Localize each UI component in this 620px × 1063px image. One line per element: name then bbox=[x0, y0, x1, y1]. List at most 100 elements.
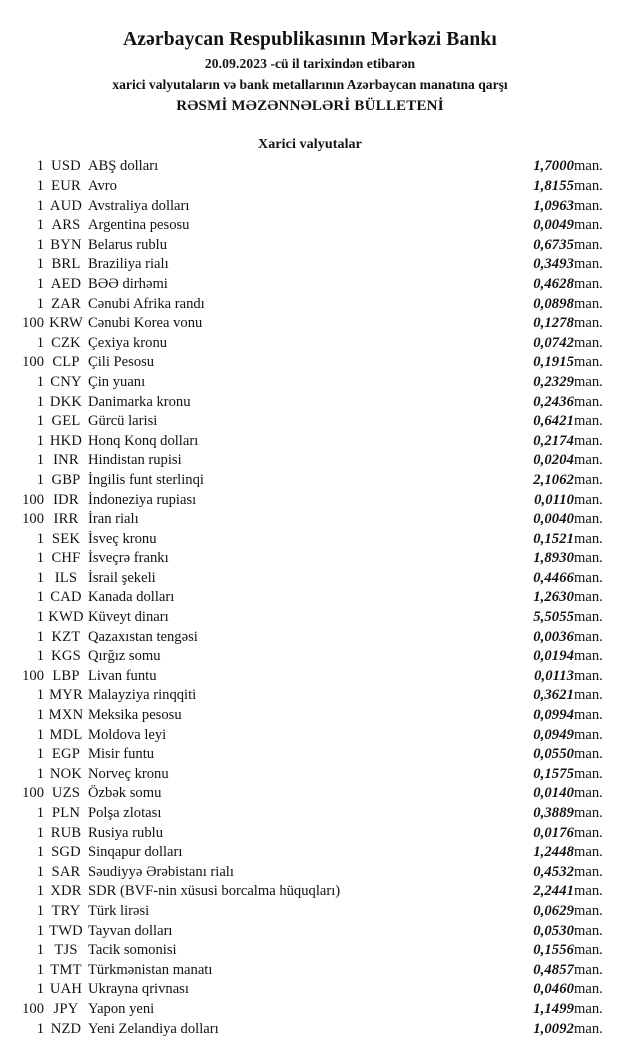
currency-code: MXN bbox=[48, 707, 84, 724]
table-row: 1 RUB Rusiya rublu 0,0176 man. bbox=[0, 824, 620, 844]
table-row: 1 PLN Polşa zlotası 0,3889 man. bbox=[0, 804, 620, 824]
currency-amount: 1 bbox=[36, 844, 44, 861]
currency-name: Səudiyyə Ərəbistanı rialı bbox=[88, 863, 234, 880]
table-row: 100 KRW Cənubi Korea vonu 0,1278 man. bbox=[0, 314, 620, 334]
currency-rate: 0,3889 bbox=[533, 805, 574, 821]
currency-amount: 1 bbox=[36, 275, 44, 292]
currency-unit: man. bbox=[574, 589, 603, 606]
currency-amount: 1 bbox=[36, 295, 44, 312]
table-row: 1 DKK Danimarka kronu 0,2436 man. bbox=[0, 393, 620, 413]
currency-code: NOK bbox=[49, 765, 83, 782]
table-row: 1 MDL Moldova leyi 0,0949 man. bbox=[0, 726, 620, 746]
currency-amount: 1 bbox=[36, 746, 44, 763]
currency-code: MYR bbox=[49, 687, 83, 704]
currency-amount: 1 bbox=[36, 197, 44, 214]
currency-unit: man. bbox=[574, 491, 603, 508]
currency-name: BƏƏ dirhəmi bbox=[88, 275, 168, 292]
currency-name: Malayziya rinqqiti bbox=[88, 687, 197, 704]
currency-rate: 0,0550 bbox=[533, 746, 574, 763]
currency-amount: 1 bbox=[36, 217, 44, 234]
currency-name: Ukrayna qrivnası bbox=[88, 981, 189, 998]
currency-name: Qırğız somu bbox=[88, 648, 161, 665]
table-row: 1 ILS İsrail şekeli 0,4466 man. bbox=[0, 569, 620, 589]
currency-rate: 0,0949 bbox=[533, 726, 574, 743]
currency-name: Qazaxıstan tengəsi bbox=[88, 628, 198, 645]
currency-code: DKK bbox=[49, 393, 83, 410]
currency-amount: 1 bbox=[36, 687, 44, 704]
currency-unit: man. bbox=[574, 530, 603, 547]
currency-rate: 0,0049 bbox=[533, 217, 574, 234]
currency-rate: 0,1575 bbox=[533, 765, 574, 782]
currency-unit: man. bbox=[574, 295, 603, 312]
currency-unit: man. bbox=[574, 158, 603, 175]
table-row: 1 EGP Misir funtu 0,0550 man. bbox=[0, 745, 620, 765]
currency-code: TJS bbox=[54, 942, 78, 959]
currency-code: TWD bbox=[49, 922, 83, 939]
currency-unit: man. bbox=[574, 902, 603, 919]
currency-amount: 1 bbox=[36, 648, 44, 665]
currency-code: KGS bbox=[51, 648, 81, 665]
currency-code: EUR bbox=[51, 178, 81, 194]
currency-unit: man. bbox=[574, 883, 603, 900]
currency-amount: 1 bbox=[36, 765, 44, 782]
table-row: 100 UZS Özbək somu 0,0140 man. bbox=[0, 784, 620, 804]
currency-rate: 1,8930 bbox=[533, 550, 574, 567]
currency-code: TRY bbox=[51, 902, 81, 919]
currency-rate: 0,1278 bbox=[533, 315, 574, 332]
table-row: 1 HKD Honq Konq dolları 0,2174 man. bbox=[0, 432, 620, 452]
currency-amount: 1 bbox=[36, 158, 44, 175]
currency-code: GEL bbox=[51, 413, 81, 430]
currency-code: CAD bbox=[50, 589, 82, 606]
currency-unit: man. bbox=[574, 726, 603, 743]
currency-name: Cənubi Korea vonu bbox=[88, 315, 203, 332]
currency-rate: 0,6421 bbox=[533, 413, 574, 430]
currency-name: Avro bbox=[88, 178, 117, 194]
currency-rate: 0,0994 bbox=[533, 707, 574, 724]
currency-name: Çili Pesosu bbox=[88, 354, 155, 371]
exchange-rates-body: 1 USD ABŞ dolları 1,7000 man. 1 EUR Avro 1,8155 m… bbox=[0, 157, 620, 1039]
currency-rate: 0,1915 bbox=[533, 354, 574, 371]
currency-amount: 1 bbox=[36, 373, 44, 390]
table-row: 100 LBP Livan funtu 0,0113 man. bbox=[0, 667, 620, 687]
currency-name: ABŞ dolları bbox=[88, 158, 159, 175]
currency-name: Moldova leyi bbox=[88, 726, 167, 743]
currency-unit: man. bbox=[574, 178, 603, 194]
currency-name: İran rialı bbox=[88, 511, 139, 528]
currency-unit: man. bbox=[574, 550, 603, 567]
currency-code: IRR bbox=[53, 511, 79, 528]
table-row: 1 ZAR Cənubi Afrika randı 0,0898 man. bbox=[0, 295, 620, 315]
currency-amount: 1 bbox=[36, 981, 44, 998]
currency-name: Braziliya rialı bbox=[88, 256, 169, 273]
currency-unit: man. bbox=[574, 511, 603, 528]
currency-code: USD bbox=[51, 158, 81, 175]
table-row: 1 CNY Çin yuanı 0,2329 man. bbox=[0, 373, 620, 393]
currency-code: SAR bbox=[51, 863, 81, 880]
currency-name: İngilis funt sterlinqi bbox=[88, 471, 204, 488]
exchange-rates-table: 1 USD ABŞ dolları 1,7000 man. 1 EUR Avro 1,8155 m… bbox=[0, 157, 620, 1039]
currency-name: Argentina pesosu bbox=[88, 217, 190, 234]
currency-amount: 1 bbox=[36, 471, 44, 488]
currency-rate: 1,2630 bbox=[533, 589, 574, 606]
currency-rate: 0,2436 bbox=[533, 393, 574, 410]
table-row: 1 ARS Argentina pesosu 0,0049 man. bbox=[0, 216, 620, 236]
currency-unit: man. bbox=[574, 354, 603, 371]
currency-amount: 1 bbox=[36, 550, 44, 567]
currency-amount: 1 bbox=[36, 452, 44, 469]
table-row: 1 SGD Sinqapur dolları 1,2448 man. bbox=[0, 843, 620, 863]
currency-amount: 1 bbox=[36, 942, 44, 959]
currency-code: IDR bbox=[53, 491, 79, 508]
currency-code: SGD bbox=[51, 844, 81, 861]
table-row: 1 KWD Küveyt dinarı 5,5055 man. bbox=[0, 608, 620, 628]
currency-rate: 0,1521 bbox=[533, 530, 574, 547]
currency-rate: 0,0140 bbox=[533, 785, 574, 802]
currency-unit: man. bbox=[574, 961, 603, 978]
table-row: 1 BRL Braziliya rialı 0,3493 man. bbox=[0, 255, 620, 275]
table-row: 1 KZT Qazaxıstan tengəsi 0,0036 man. bbox=[0, 628, 620, 648]
currency-name: Polşa zlotası bbox=[88, 805, 162, 821]
currency-amount: 1 bbox=[36, 393, 44, 410]
bank-name-title: Azərbaycan Respublikasının Mərkəzi Bankı bbox=[123, 29, 497, 50]
currency-amount: 1 bbox=[36, 902, 44, 919]
currency-code: CHF bbox=[51, 550, 81, 567]
table-row: 1 TJS Tacik somonisi 0,1556 man. bbox=[0, 941, 620, 961]
